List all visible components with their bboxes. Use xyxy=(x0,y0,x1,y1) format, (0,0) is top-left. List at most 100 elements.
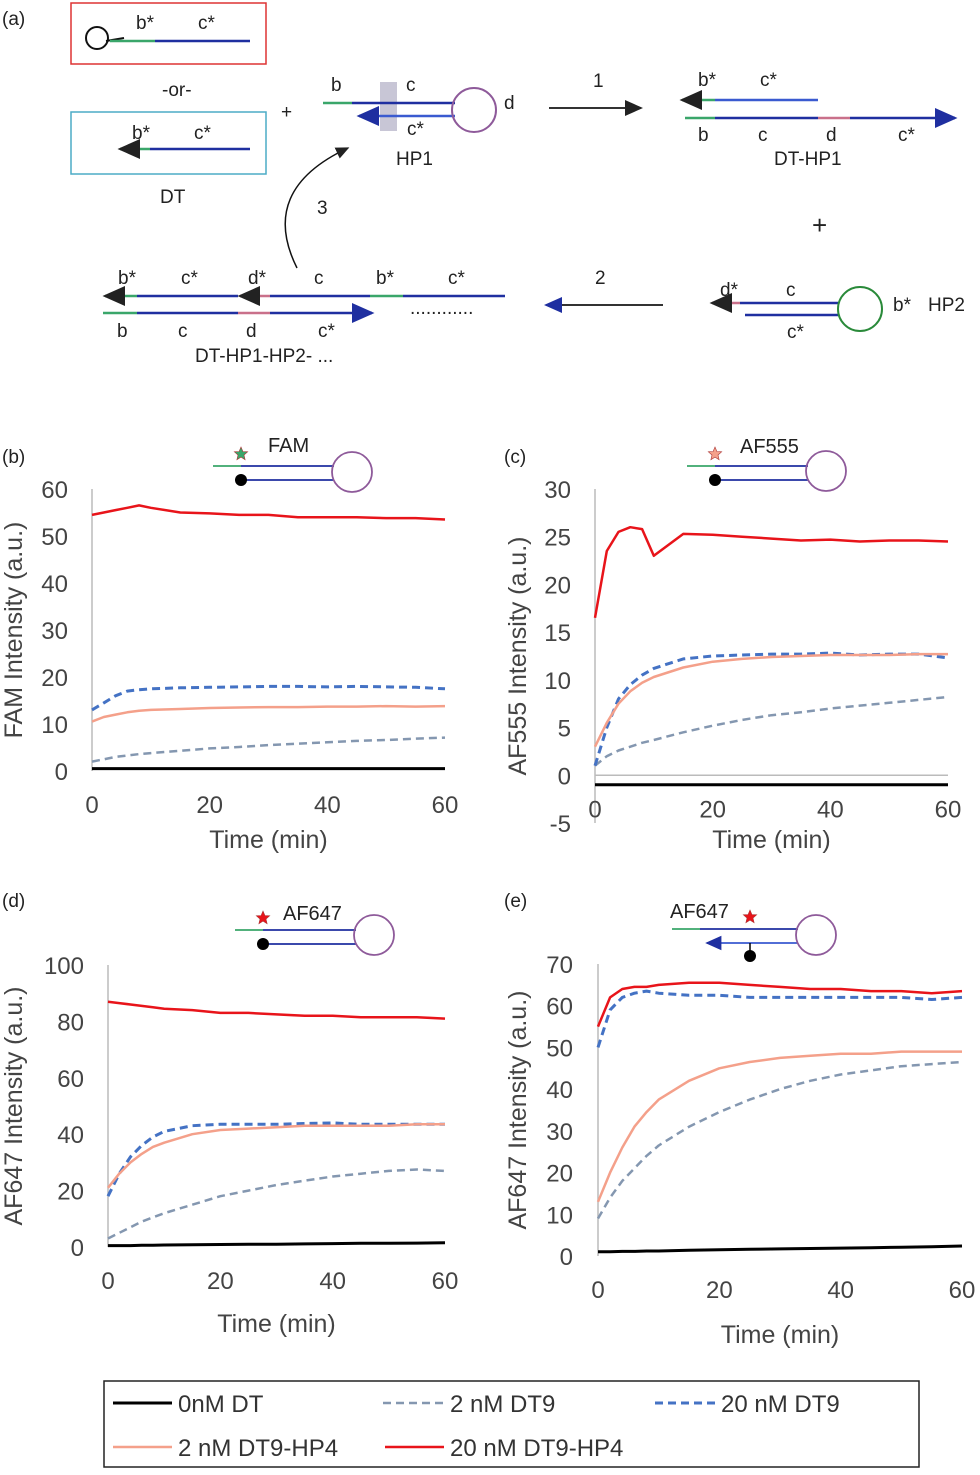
y-tick-label: 60 xyxy=(57,1066,84,1093)
panel-label: (d) xyxy=(2,891,25,912)
y-tick-label: 20 xyxy=(41,665,68,692)
hp1-hairpin: b c c* d HP1 xyxy=(323,75,515,170)
series-line-0nm-dt xyxy=(598,1244,963,1254)
y-tick-label: 30 xyxy=(41,618,68,645)
chart-panel-b: (b) FAM 0 10 20 30 40 50 60 0 20 40 60 Time (min) FAM … xyxy=(0,435,458,854)
label-dstar: d* xyxy=(720,280,739,301)
label-cstar: c* xyxy=(181,268,199,289)
label-d: d xyxy=(504,93,515,114)
dt-hp1-complex: b* c* b c d c* DT-HP1 xyxy=(679,70,958,170)
legend-label: 20 nM DT9 xyxy=(721,1391,840,1418)
legend-label: 0nM DT xyxy=(178,1391,264,1418)
y-tick-label: 10 xyxy=(546,1202,573,1229)
y-tick-label: 20 xyxy=(546,1161,573,1188)
fluorophore-star-icon xyxy=(255,910,271,925)
series-line-20-nm-dt9-hp4 xyxy=(91,504,446,521)
y-tick-label: 40 xyxy=(57,1122,84,1149)
label-d: d xyxy=(246,321,257,342)
reaction-scheme: (a) b* c* -or- b* c* DT + b c xyxy=(2,2,965,367)
y-tick-label: 15 xyxy=(544,620,571,647)
or-text: -or- xyxy=(162,80,192,101)
x-tick-label: 40 xyxy=(817,796,844,823)
y-tick-label: 40 xyxy=(546,1077,573,1104)
y-tick-label: 80 xyxy=(57,1009,84,1036)
x-tick-label: 0 xyxy=(588,796,601,823)
probe-hairpin-icon xyxy=(235,910,395,956)
dt-hairpin-box: b* c* xyxy=(70,2,267,65)
x-axis-title: Time (min) xyxy=(721,1321,840,1349)
y-tick-label: -5 xyxy=(550,811,571,838)
label-cstar: c* xyxy=(448,268,466,289)
label-bstar: b* xyxy=(893,295,912,316)
x-axis-title: Time (min) xyxy=(209,826,328,854)
label-bstar: b* xyxy=(118,268,137,289)
plus-sign: + xyxy=(812,210,827,240)
x-tick-label: 60 xyxy=(432,1268,459,1295)
continuation-dots: ............ xyxy=(410,298,473,319)
label-bstar: b* xyxy=(132,123,151,144)
series-line-20-nm-dt9 xyxy=(596,989,963,1048)
dt-hp1-hp2-chain: b* c* d* c b* c* b c d c* ............ D… xyxy=(102,268,505,367)
label-c: c xyxy=(406,75,416,96)
series-line-0nm-dt xyxy=(108,1241,446,1248)
x-tick-label: 20 xyxy=(699,796,726,823)
probe-hairpin-icon xyxy=(213,446,373,493)
legend-label: 20 nM DT9-HP4 xyxy=(450,1435,623,1462)
quencher-dot-icon xyxy=(235,474,247,486)
y-axis-title: AF555 Intensity (a.u.) xyxy=(504,536,532,775)
chart-panel-c: (c) AF555 -5 0 5 10 15 20 25 30 0 20 40 60 Time (min) A… xyxy=(504,436,961,854)
legend: 0nM DT 2 nM DT9 20 nM DT9 2 nM DT9-HP4 20 nM… xyxy=(103,1380,920,1468)
x-tick-label: 20 xyxy=(207,1268,234,1295)
y-tick-label: 0 xyxy=(55,759,68,786)
series-line-2-nm-dt9 xyxy=(91,736,446,763)
step3-label: 3 xyxy=(317,198,328,219)
probe-label: AF647 xyxy=(670,901,729,923)
step2-label: 2 xyxy=(595,268,606,289)
x-tick-label: 0 xyxy=(101,1268,114,1295)
plus-sign: + xyxy=(281,102,292,123)
series-line-2-nm-dt9-hp4 xyxy=(596,1050,962,1203)
x-tick-label: 0 xyxy=(591,1277,604,1304)
label-b: b xyxy=(117,321,128,342)
hairpin-loop xyxy=(353,914,395,956)
dt-hp1-label: DT-HP1 xyxy=(774,149,842,170)
y-tick-label: 30 xyxy=(546,1119,573,1146)
series-line-20-nm-dt9 xyxy=(106,1121,445,1197)
series-line-2-nm-dt9 xyxy=(107,1168,446,1240)
y-tick-label: 5 xyxy=(558,716,571,743)
y-tick-label: 70 xyxy=(546,952,573,979)
y-tick-label: 50 xyxy=(41,524,68,551)
x-tick-label: 40 xyxy=(827,1277,854,1304)
series-line-2-nm-dt9-hp4 xyxy=(107,1123,445,1189)
dt-linear-box: b* c* xyxy=(70,111,267,175)
y-tick-label: 60 xyxy=(546,994,573,1021)
y-tick-label: 40 xyxy=(41,571,68,598)
legend-label: 2 nM DT9 xyxy=(450,1391,555,1418)
label-cstar: c* xyxy=(898,125,916,146)
fluorophore-star-icon xyxy=(233,446,249,461)
chart-panel-d: (d) AF647 0 20 40 60 80 100 0 20 40 60 Time (min) AF6… xyxy=(0,891,458,1338)
label-bstar: b* xyxy=(136,13,155,34)
y-tick-label: 20 xyxy=(57,1179,84,1206)
x-tick-label: 60 xyxy=(432,792,459,819)
label-c: c xyxy=(178,321,188,342)
label-cstar: c* xyxy=(194,123,212,144)
probe-label: AF555 xyxy=(740,436,799,458)
y-tick-label: 60 xyxy=(41,477,68,504)
y-axis-title: AF647 Intensity (a.u.) xyxy=(504,990,532,1229)
series-line-20-nm-dt9 xyxy=(91,684,446,712)
label-c: c xyxy=(314,268,324,289)
panel-label: (c) xyxy=(504,447,526,468)
label-b: b xyxy=(698,125,709,146)
series-line-20-nm-dt9-hp4 xyxy=(107,1000,446,1020)
hp1-label: HP1 xyxy=(396,149,433,170)
label-d: d xyxy=(826,125,837,146)
quencher-dot-icon xyxy=(709,474,721,486)
y-tick-label: 25 xyxy=(544,525,571,552)
y-axis-title: AF647 Intensity (a.u.) xyxy=(0,986,28,1225)
series-line-2-nm-dt9 xyxy=(596,1060,963,1220)
legend-label: 2 nM DT9-HP4 xyxy=(178,1435,338,1462)
label-c: c xyxy=(758,125,768,146)
y-tick-label: 0 xyxy=(558,763,571,790)
